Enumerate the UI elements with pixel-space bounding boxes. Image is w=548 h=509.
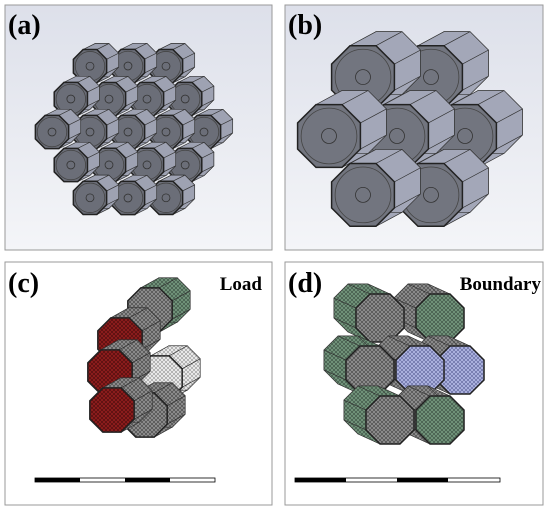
panel-caption: Boundary xyxy=(460,274,542,295)
panel-caption: Load xyxy=(220,274,263,295)
cylinder-face xyxy=(298,105,361,168)
panel-label: (c) xyxy=(8,268,39,299)
cylinder-face xyxy=(416,396,464,444)
panel-label: (a) xyxy=(8,10,41,41)
figure: (a) (b) (c) Load (d) Boundary xyxy=(0,0,548,509)
cylinder-face xyxy=(366,396,414,444)
panel-label: (b) xyxy=(288,10,322,41)
cylinder-face xyxy=(54,148,87,181)
scale-bar xyxy=(295,478,500,482)
scale-bar xyxy=(35,478,215,482)
cylinder-face xyxy=(416,294,464,342)
cylinder-face xyxy=(73,181,106,214)
panel-label: (d) xyxy=(288,268,322,299)
cylinder-face xyxy=(35,115,68,148)
cylinder-face xyxy=(332,163,395,226)
cylinder-face xyxy=(356,294,404,342)
cylinder-face xyxy=(90,388,134,432)
